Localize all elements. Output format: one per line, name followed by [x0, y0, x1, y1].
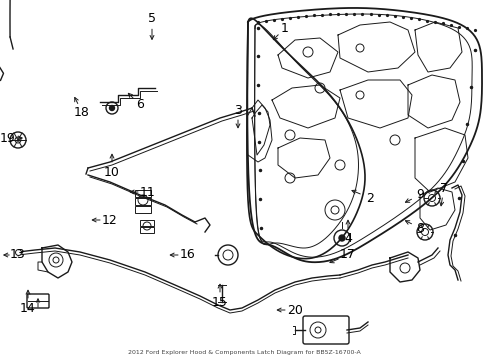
Text: 6: 6 [136, 99, 143, 112]
Text: 4: 4 [344, 231, 351, 244]
Text: 3: 3 [234, 104, 242, 117]
Text: 16: 16 [180, 248, 196, 261]
Text: 1: 1 [281, 22, 288, 35]
Text: 17: 17 [339, 248, 355, 261]
Text: 20: 20 [286, 303, 303, 316]
Text: 2012 Ford Explorer Hood & Components Latch Diagram for BB5Z-16700-A: 2012 Ford Explorer Hood & Components Lat… [128, 350, 360, 355]
Text: 9: 9 [415, 189, 423, 202]
Text: 7: 7 [439, 181, 447, 194]
Text: 8: 8 [415, 221, 423, 234]
Text: 5: 5 [148, 12, 156, 24]
Text: 13: 13 [10, 248, 26, 261]
Text: 12: 12 [102, 213, 118, 226]
Text: 18: 18 [74, 105, 90, 118]
Text: 10: 10 [104, 166, 120, 179]
Text: 19: 19 [0, 131, 16, 144]
Text: 11: 11 [140, 185, 156, 198]
Text: 15: 15 [212, 296, 227, 309]
Text: 2: 2 [366, 192, 373, 204]
Circle shape [338, 235, 345, 241]
Text: 14: 14 [20, 302, 36, 315]
Circle shape [109, 105, 114, 111]
